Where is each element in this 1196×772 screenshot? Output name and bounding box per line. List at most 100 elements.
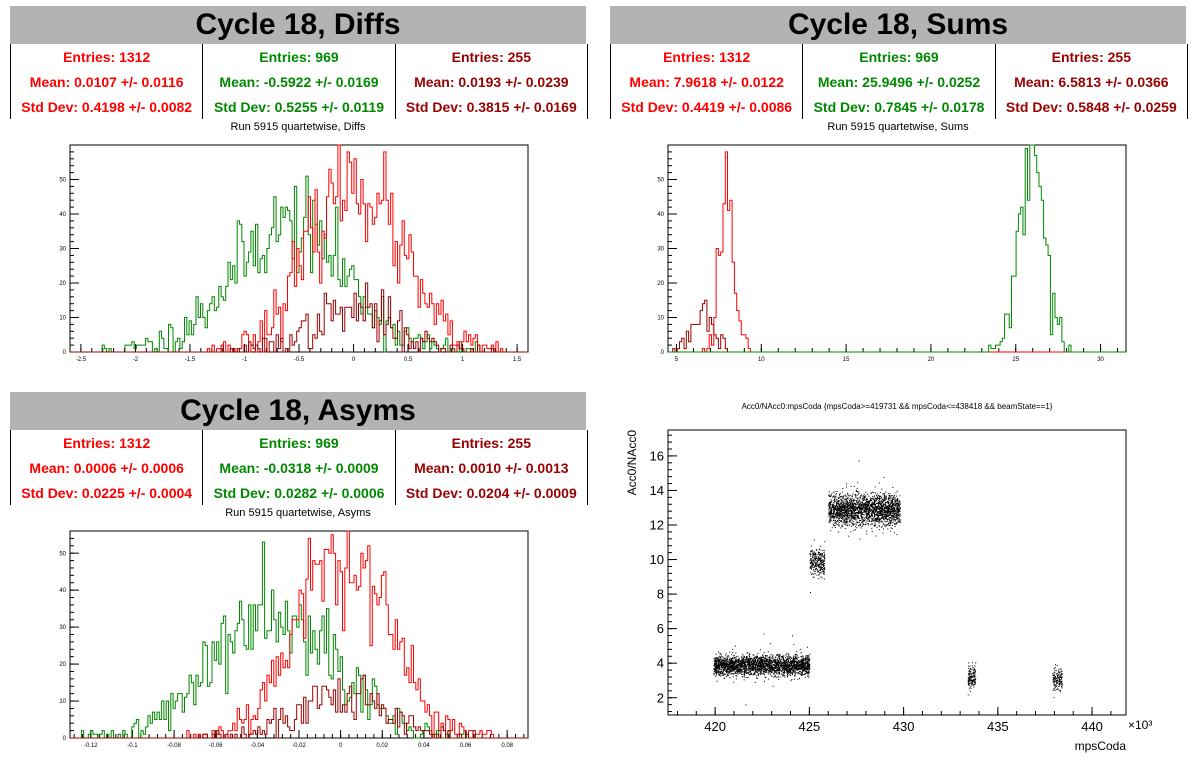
scatter-point <box>886 512 888 514</box>
scatter-point <box>894 524 896 526</box>
scatter-point <box>892 515 894 517</box>
scatter-point <box>795 671 796 673</box>
y-tick-label: 50 <box>657 178 664 184</box>
scatter-point <box>765 671 767 673</box>
scatter-point <box>868 511 870 513</box>
scatter-point <box>866 504 868 506</box>
scatter-point <box>892 486 894 488</box>
scatter-point <box>867 507 869 509</box>
scatter-point <box>828 494 830 496</box>
scatter-point <box>770 654 772 656</box>
scatter-point <box>860 495 862 497</box>
scatter-point <box>768 667 770 669</box>
scatter-point <box>765 659 767 661</box>
scatter-point <box>866 509 868 511</box>
scatter-point <box>861 494 863 496</box>
scatter-point <box>775 664 777 666</box>
scatter-point <box>747 663 749 665</box>
scatter-point <box>892 505 894 507</box>
scatter-point <box>861 506 863 508</box>
scatter-point <box>860 515 862 517</box>
scatter-point <box>754 663 756 665</box>
scatter-point <box>867 515 868 517</box>
scatter-point <box>811 565 813 566</box>
scatter-point <box>738 657 740 659</box>
scatter-point <box>792 665 794 666</box>
scatter-point <box>871 502 873 504</box>
scatter-point <box>857 506 859 508</box>
scatter-point <box>831 515 833 517</box>
scatter-point <box>854 529 856 531</box>
scatter-point <box>865 508 867 510</box>
scatter-point <box>837 506 839 507</box>
scatter-point <box>791 667 793 669</box>
scatter-point <box>807 665 809 667</box>
scatter-point <box>771 661 773 663</box>
scatter-point <box>727 669 729 671</box>
scatter-point <box>897 511 899 513</box>
x-tick-label: -0.5 <box>294 357 305 363</box>
scatter-point <box>849 508 851 510</box>
scatter-point <box>858 506 860 508</box>
scatter-point <box>812 557 814 559</box>
scatter-point <box>813 559 815 561</box>
scatter-point <box>822 555 824 557</box>
scatter-point <box>715 653 717 655</box>
scatter-point <box>894 526 896 527</box>
scatter-point <box>845 507 847 509</box>
scatter-point <box>726 659 728 661</box>
scatter-point <box>894 494 895 496</box>
scatter-point <box>751 666 753 667</box>
scatter-point <box>868 516 870 518</box>
scatter-point <box>849 507 851 508</box>
scatter-point <box>820 557 822 559</box>
scatter-point <box>730 668 732 670</box>
scatter-point <box>736 670 737 672</box>
scatter-point <box>749 662 751 664</box>
scatter-point <box>791 668 793 670</box>
scatter-point <box>732 666 734 668</box>
scatter-point <box>750 674 752 676</box>
scatter-point <box>724 667 726 669</box>
scatter-point <box>876 495 878 497</box>
y-tick-label: 20 <box>657 281 664 287</box>
scatter-point <box>880 501 882 503</box>
scatter-point <box>823 560 825 562</box>
scatter-point <box>885 496 887 498</box>
scatter-point <box>892 499 894 501</box>
scatter-point <box>869 502 870 504</box>
scatter-point <box>838 519 840 521</box>
scatter-point <box>852 493 854 495</box>
scatter-point <box>794 670 796 671</box>
scatter-point <box>799 666 801 668</box>
scatter-point <box>807 661 809 663</box>
chart-title-diffs: Run 5915 quartetwise, Diffs <box>230 121 366 133</box>
scatter-point <box>882 532 884 534</box>
scatter-point <box>804 660 806 662</box>
scatter-point <box>807 657 809 659</box>
scatter-point <box>894 510 896 512</box>
banner-diffs: Cycle 18, Diffs <box>10 6 586 44</box>
scatter-point <box>746 652 748 654</box>
scatter-point <box>756 662 758 664</box>
scatter-point <box>735 665 737 667</box>
scatter-point <box>888 506 889 508</box>
scatter-point <box>740 667 742 669</box>
scatter-point <box>848 499 850 501</box>
scatter-point <box>833 525 835 527</box>
scatter-point <box>775 662 777 663</box>
scatter-point <box>715 672 717 674</box>
scatter-point <box>755 655 757 657</box>
x-tick-label: 0.08 <box>501 743 513 749</box>
scatter-point <box>843 516 845 518</box>
scatter-point <box>820 572 822 574</box>
scatter-point <box>728 656 730 658</box>
scatter-point <box>866 530 868 532</box>
scatter-point <box>744 666 746 668</box>
scatter-point <box>846 505 848 507</box>
scatter-point <box>757 664 759 666</box>
scatter-point <box>754 668 756 670</box>
scatter-point <box>839 508 840 510</box>
scatter-point <box>737 663 739 665</box>
scatter-point <box>829 512 831 514</box>
